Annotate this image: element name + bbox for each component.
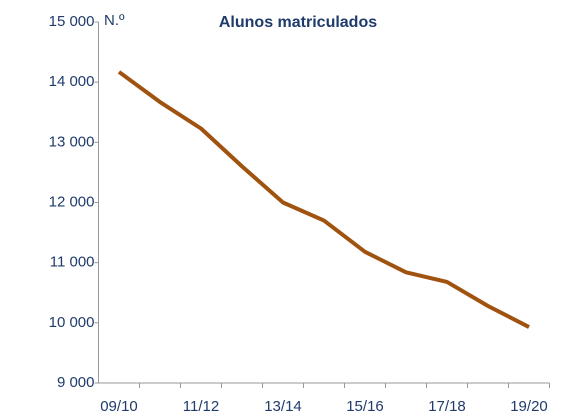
x-tick-label: 15/16 [346, 398, 384, 415]
y-tick-label: 11 000 [50, 254, 95, 271]
y-tick-label: 9 000 [57, 374, 95, 391]
x-tick-label: 19/20 [510, 398, 548, 415]
x-tick-label: 13/14 [264, 398, 302, 415]
y-tick-label: 15 000 [49, 13, 95, 30]
y-tick-label: 10 000 [49, 314, 95, 331]
y-tick-label: 13 000 [49, 133, 95, 150]
data-line [117, 70, 530, 329]
x-tick-label: 11/12 [183, 398, 219, 415]
y-tick-label: 14 000 [49, 73, 95, 90]
x-tick-label: 17/18 [428, 398, 466, 415]
y-tick-label: 12 000 [49, 193, 95, 210]
x-tick-label: 09/10 [100, 398, 138, 415]
chart-title: Alunos matriculados [219, 14, 377, 31]
y-unit: N.º [104, 12, 125, 29]
